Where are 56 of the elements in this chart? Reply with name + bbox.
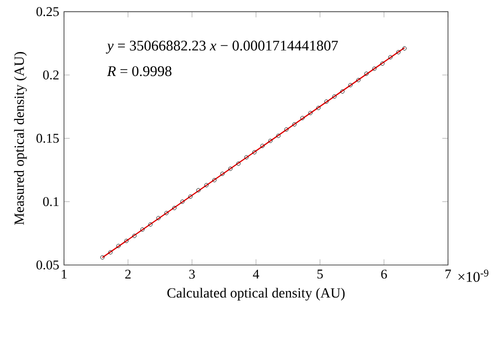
point [124, 238, 129, 244]
point [364, 72, 368, 76]
point [244, 155, 248, 160]
y-tick-label: 0.2 [43, 70, 59, 80]
y-tick-label: 0.15 [36, 134, 59, 143]
point [164, 210, 169, 216]
point [212, 178, 216, 182]
point [108, 250, 113, 254]
x-tick-label: 7 [446, 270, 451, 278]
point [332, 94, 336, 99]
point [132, 234, 137, 238]
point [356, 78, 360, 82]
point [172, 206, 177, 210]
point [284, 127, 288, 132]
point [188, 194, 192, 199]
x-tick-label: 6 [381, 270, 387, 279]
x-axis-title: Calculated optical density (AU) [167, 288, 345, 301]
point [340, 89, 344, 94]
point [388, 55, 392, 60]
y-tick-label: 0.05 [36, 260, 59, 270]
y-axis-title: Measured optical density (AU) [14, 52, 27, 225]
point [396, 50, 400, 54]
point [148, 222, 153, 227]
point [316, 106, 320, 110]
point [180, 200, 185, 204]
x-tick-label: 5 [317, 270, 323, 279]
annotation: R = 0.9998 [107, 66, 172, 76]
point [268, 138, 272, 143]
x-tick-label: 4 [252, 270, 260, 278]
point [196, 188, 201, 192]
x-tick-label: 1 [62, 270, 67, 278]
point [236, 162, 240, 166]
point [260, 144, 264, 148]
point [276, 134, 280, 138]
y-tick-label: 0.1 [43, 197, 59, 206]
point [116, 244, 121, 248]
point [156, 216, 161, 220]
point [300, 116, 304, 120]
y-tick-label: 0.25 [36, 7, 59, 16]
point [308, 110, 312, 116]
point [220, 172, 225, 176]
point [380, 61, 384, 66]
x-tick-label: 3 [189, 270, 195, 279]
x-tick-label: 2 [125, 270, 131, 279]
point [324, 99, 328, 104]
point [348, 83, 352, 88]
text: ×10$^{-9}$ [458, 270, 488, 282]
point [372, 66, 376, 71]
point [402, 46, 407, 50]
point [252, 150, 257, 154]
point [140, 227, 145, 232]
annotation: y = 35066882.23 x − 0.0001714441807 [106, 40, 338, 54]
point [100, 255, 105, 260]
point [204, 183, 209, 188]
point [228, 166, 233, 171]
point [292, 122, 296, 126]
